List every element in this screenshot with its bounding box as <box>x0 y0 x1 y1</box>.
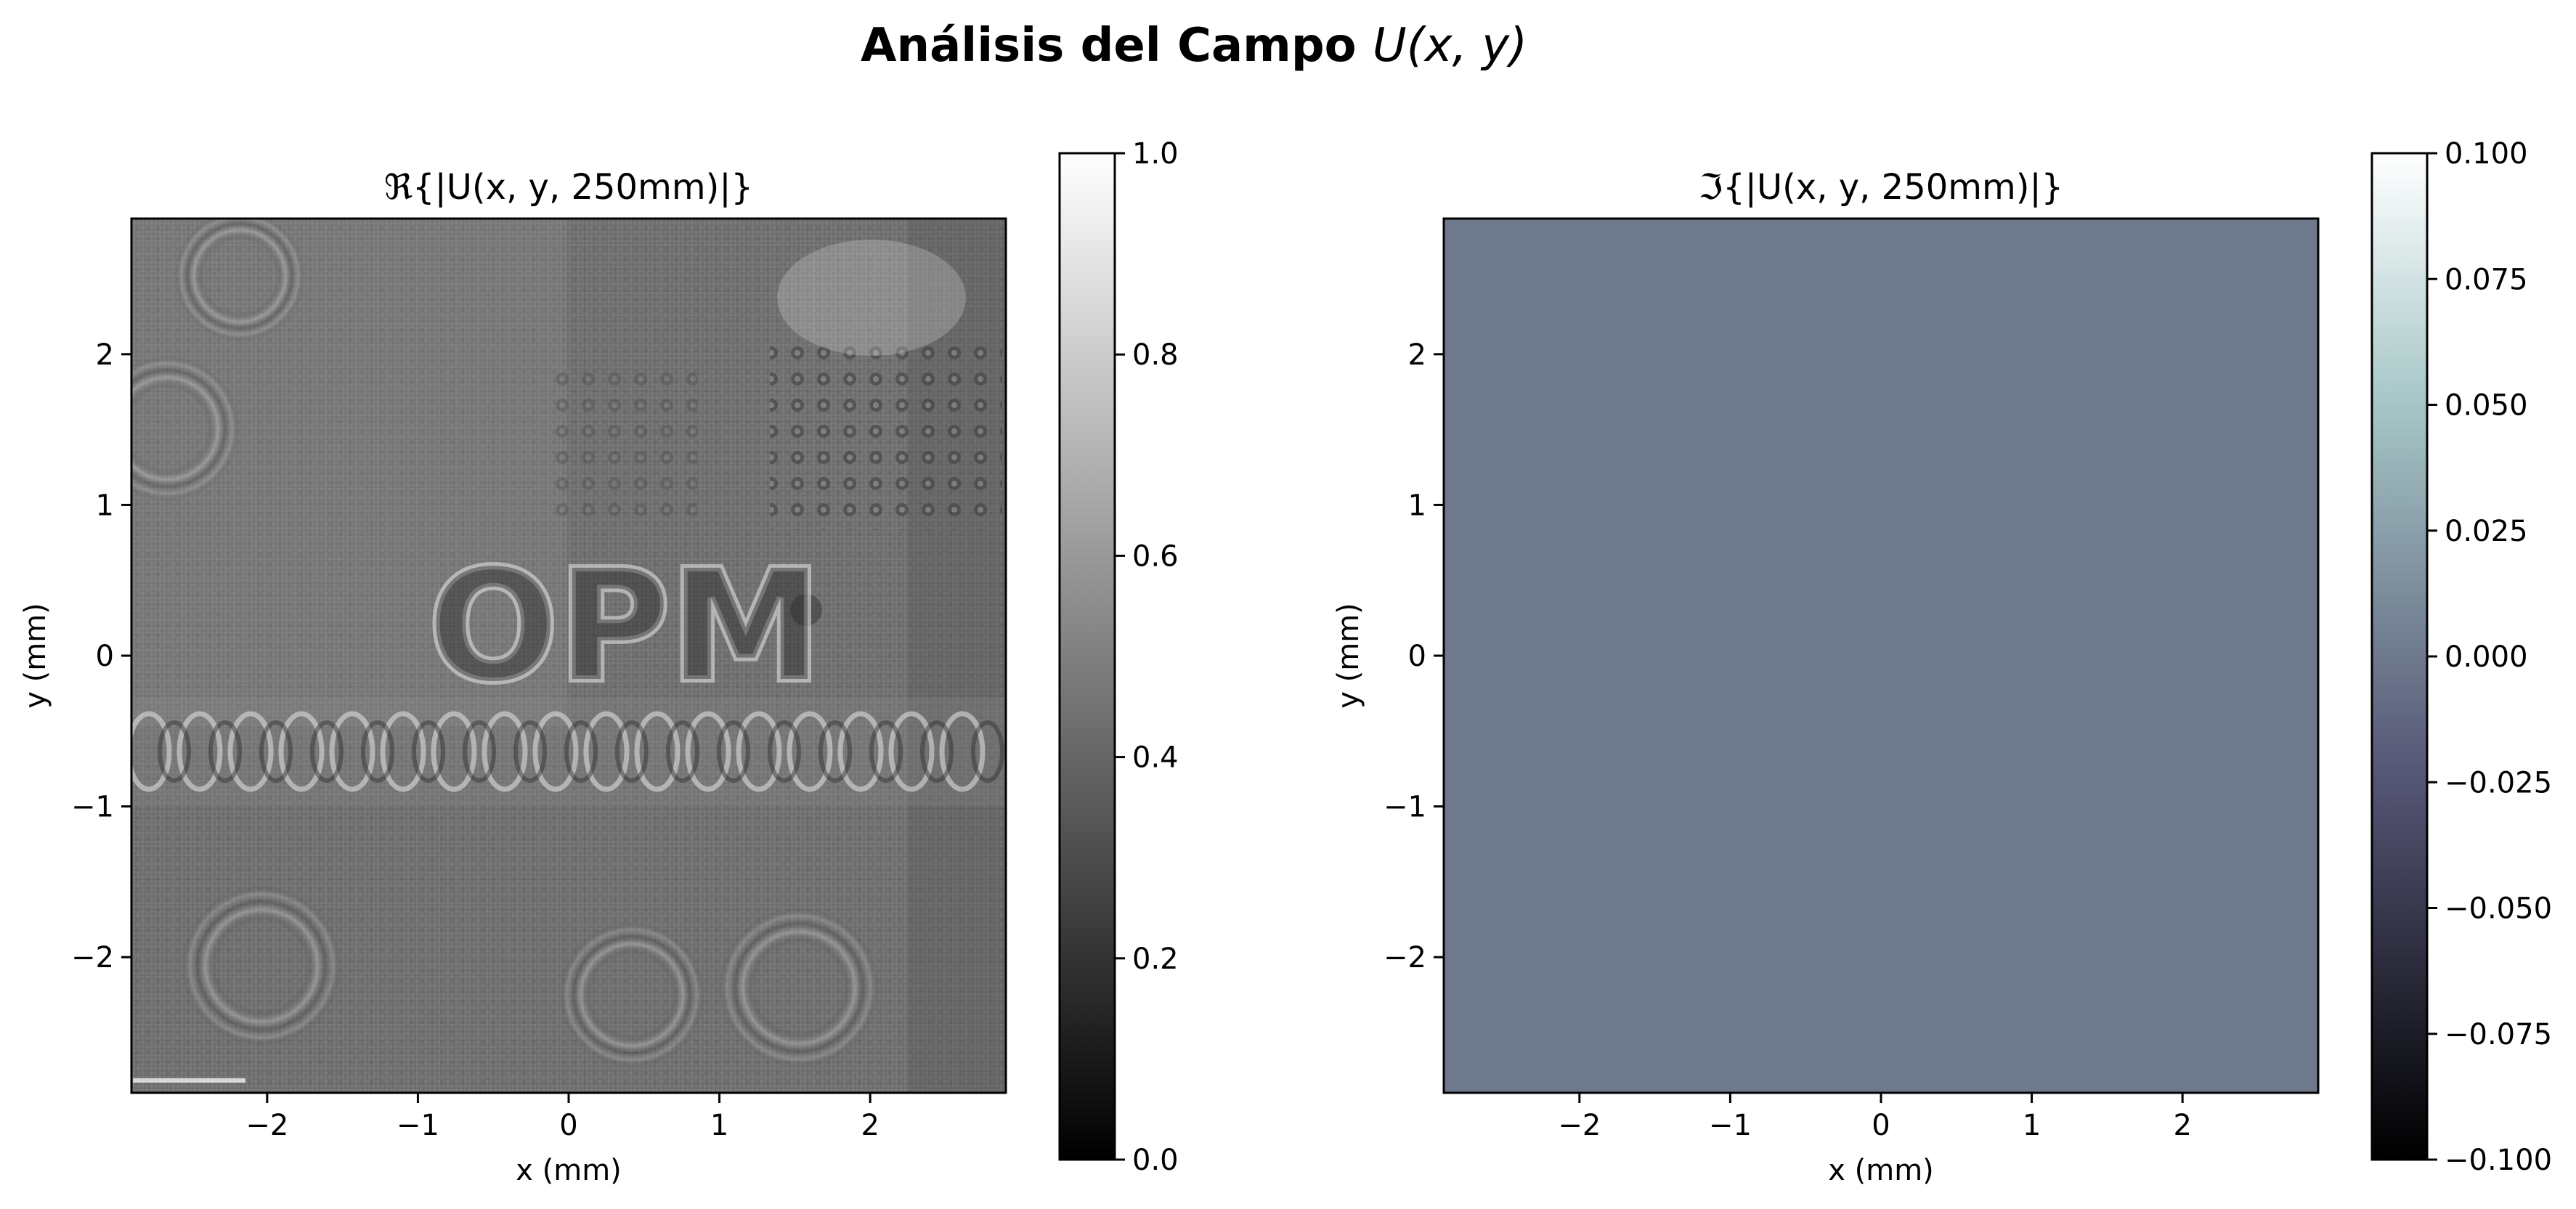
colorbar-tick-label: 0.100 <box>2445 137 2528 171</box>
x-tick-label: 1 <box>2023 1109 2041 1142</box>
imag-x-label: x (mm) <box>1828 1154 1934 1187</box>
opm-pattern: OPM OPM <box>425 534 825 719</box>
colorbar-tick-label: 0.2 <box>1132 943 1179 976</box>
colorbar-tick-label: −0.100 <box>2445 1144 2552 1177</box>
y-tick-label: 0 <box>1408 640 1426 673</box>
real-part-panel: ℜ{|U(x, y, 250mm)|} <box>19 137 1179 1187</box>
colorbar-tick-label: −0.025 <box>2445 766 2552 799</box>
x-tick-label: −1 <box>1709 1109 1752 1142</box>
y-tick-label: −1 <box>71 791 114 824</box>
x-tick-label: −2 <box>245 1109 288 1142</box>
imag-colorbar <box>2372 153 2427 1160</box>
imag-part-panel: ℑ{|U(x, y, 250mm)|} −2 −1 0 1 2 −2 −1 0 1 2 x (m… <box>1332 137 2552 1187</box>
colorbar-tick-label: −0.075 <box>2445 1018 2552 1051</box>
imag-panel-title: ℑ{|U(x, y, 250mm)|} <box>1699 167 2063 208</box>
real-y-axis: −2 −1 0 1 2 <box>71 338 131 974</box>
imag-y-label: y (mm) <box>1332 603 1365 709</box>
x-tick-label: −2 <box>1558 1109 1601 1142</box>
y-tick-label: 0 <box>96 640 114 673</box>
imag-y-axis: −2 −1 0 1 2 <box>1384 338 1444 974</box>
x-tick-label: 2 <box>2173 1109 2191 1142</box>
x-tick-label: 0 <box>1872 1109 1890 1142</box>
x-tick-label: −1 <box>397 1109 439 1142</box>
colorbar-tick-label: 1.0 <box>1132 137 1179 171</box>
y-tick-label: −2 <box>1384 941 1426 974</box>
colorbar-tick-label: 0.025 <box>2445 515 2528 548</box>
real-heatmap-image: OPM OPM <box>131 219 1006 1093</box>
y-tick-label: −1 <box>1384 791 1426 824</box>
colorbar-tick-label: 0.6 <box>1132 540 1179 573</box>
colorbar-tick-label: 0.0 <box>1132 1144 1179 1177</box>
colorbar-tick-label: 0.050 <box>2445 389 2528 423</box>
figure-title: Análisis del Campo U(x, y) <box>861 19 1527 73</box>
real-y-label: y (mm) <box>19 603 52 709</box>
real-panel-title: ℜ{|U(x, y, 250mm)|} <box>384 167 753 208</box>
y-tick-label: 1 <box>96 489 114 522</box>
imag-colorbar-ticks: −0.100 −0.075 −0.050 −0.025 0.000 0.025 0.050 0… <box>2427 137 2552 1177</box>
imag-x-axis: −2 −1 0 1 2 <box>1558 1093 2192 1142</box>
scale-bar <box>133 1078 245 1083</box>
x-tick-label: 2 <box>861 1109 879 1142</box>
real-x-label: x (mm) <box>516 1154 622 1187</box>
colorbar-tick-label: −0.050 <box>2445 892 2552 926</box>
real-colorbar-ticks: 0.0 0.2 0.4 0.6 0.8 1.0 <box>1115 137 1179 1177</box>
real-colorbar <box>1060 153 1115 1160</box>
y-tick-label: 1 <box>1408 489 1426 522</box>
y-tick-label: −2 <box>71 941 114 974</box>
colorbar-tick-label: 0.000 <box>2445 640 2528 674</box>
real-x-axis: −2 −1 0 1 2 <box>245 1093 879 1142</box>
colorbar-tick-label: 0.075 <box>2445 263 2528 296</box>
x-tick-label: 0 <box>559 1109 577 1142</box>
y-tick-label: 2 <box>96 338 114 372</box>
colorbar-tick-label: 0.4 <box>1132 741 1179 775</box>
svg-text:OPM: OPM <box>428 537 821 715</box>
svg-text:OPM: OPM <box>428 537 821 715</box>
ring-band <box>131 697 1006 806</box>
colorbar-tick-label: 0.8 <box>1132 338 1179 372</box>
imag-heatmap-image <box>1442 217 2320 1094</box>
x-tick-label: 1 <box>710 1109 728 1142</box>
y-tick-label: 2 <box>1408 338 1426 372</box>
